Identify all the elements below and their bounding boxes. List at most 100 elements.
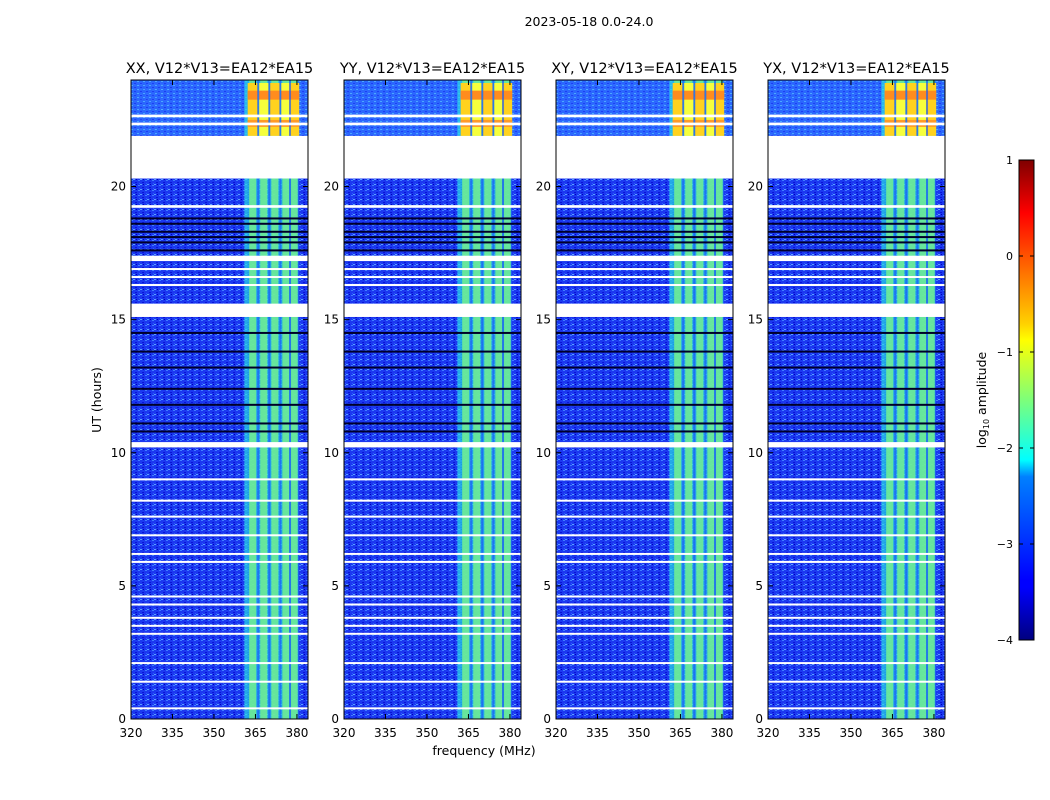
x-tick-label: 380 <box>922 726 945 740</box>
data-gap <box>768 442 945 448</box>
data-gap <box>344 303 521 317</box>
rfi-channel <box>908 80 916 719</box>
rfi-channel-top <box>493 83 504 136</box>
flagged-line <box>131 217 308 220</box>
rfi-gap <box>289 80 292 719</box>
rfi-channel <box>249 80 257 719</box>
y-tick-label: 5 <box>543 579 551 593</box>
y-tick-label: 0 <box>543 712 551 726</box>
rfi-channel-top <box>906 83 917 136</box>
rfi-channel <box>503 80 511 719</box>
data-gap <box>131 303 308 317</box>
y-tick-label: 20 <box>111 180 126 194</box>
rfi-channel-top <box>502 83 513 136</box>
white-line <box>131 478 308 481</box>
rfi-channel-hotspot <box>280 90 291 100</box>
x-tick-label: 320 <box>120 726 143 740</box>
flagged-line <box>131 387 308 390</box>
flagged-line <box>556 366 733 369</box>
rfi-channel-hotspot <box>460 90 471 100</box>
white-line <box>131 552 308 555</box>
white-line <box>131 616 308 619</box>
flagged-line <box>344 331 521 334</box>
colorbar-tick-label: 1 <box>1006 154 1013 167</box>
rfi-channel <box>495 80 503 719</box>
white-line <box>131 680 308 683</box>
x-tick-label: 320 <box>545 726 568 740</box>
flagged-line <box>556 387 733 390</box>
data-gap <box>131 135 308 179</box>
white-line <box>556 662 733 665</box>
y-tick-label: 20 <box>324 180 339 194</box>
rfi-gap <box>492 80 495 719</box>
flagged-line <box>344 422 521 425</box>
rfi-channel <box>260 80 268 719</box>
white-line <box>768 603 945 606</box>
rfi-channel-top <box>482 83 493 136</box>
white-line <box>131 662 308 665</box>
rfi-gap <box>704 80 707 719</box>
rfi-channel-top <box>917 83 928 136</box>
rfi-channel-top <box>895 83 906 136</box>
white-line <box>768 276 945 279</box>
white-line <box>556 515 733 518</box>
rfi-channel-hotspot <box>705 90 716 100</box>
flagged-line <box>768 403 945 406</box>
rfi-channel-top <box>705 83 716 136</box>
white-line <box>768 624 945 627</box>
white-line <box>768 632 945 635</box>
white-line <box>556 552 733 555</box>
rfi-gap <box>894 80 897 719</box>
rfi-gap <box>481 80 484 719</box>
colorbar-tick-label: 0 <box>1006 250 1013 263</box>
y-tick-label: 5 <box>118 579 126 593</box>
colorbar-label-subscript: 10 <box>982 419 991 429</box>
flagged-line <box>768 249 945 252</box>
data-gap <box>344 255 521 262</box>
white-line <box>344 624 521 627</box>
panels-group: XX, V12*V13=EA12*EA15 320 335 350 365 380 0 5 10… <box>111 61 950 740</box>
data-gap <box>344 114 521 118</box>
x-tick-label: 350 <box>203 726 226 740</box>
rfi-channel <box>919 80 927 719</box>
panel-title: YY, V12*V13=EA12*EA15 <box>339 61 525 77</box>
white-line <box>131 268 308 271</box>
flagged-line <box>768 236 945 239</box>
rfi-channel <box>462 80 470 719</box>
white-line <box>556 680 733 683</box>
data-gap <box>556 205 733 208</box>
x-tick-label: 335 <box>798 726 821 740</box>
white-line <box>344 515 521 518</box>
rfi-gap <box>926 80 929 719</box>
colorbar-tick-label: −1 <box>997 346 1013 359</box>
rfi-channel <box>484 80 492 719</box>
white-line <box>768 707 945 710</box>
rfi-channel-top <box>460 83 471 136</box>
rfi-channel-top <box>683 83 694 136</box>
rfi-channel <box>473 80 481 719</box>
white-line <box>344 276 521 279</box>
data-gap <box>131 442 308 448</box>
y-tick-label: 0 <box>755 712 763 726</box>
flagged-line <box>556 350 733 353</box>
data-gap <box>344 442 521 448</box>
rfi-channel-top <box>884 83 895 136</box>
flagged-line <box>768 230 945 233</box>
x-tick-label: 350 <box>416 726 439 740</box>
rfi-channel <box>290 80 298 719</box>
white-line <box>344 662 521 665</box>
x-tick-label: 380 <box>710 726 733 740</box>
rfi-channel-hotspot <box>895 90 906 100</box>
panel-frame <box>130 79 309 720</box>
y-tick-label: 20 <box>748 180 763 194</box>
y-axis-label: UT (hours) <box>89 367 104 433</box>
flagged-line <box>344 241 521 244</box>
panel-2: YY, V12*V13=EA12*EA15 320 335 350 365 380 0 5 10… <box>324 61 525 740</box>
x-tick-label: 320 <box>757 726 780 740</box>
white-line <box>768 552 945 555</box>
rfi-channel-hotspot <box>269 90 280 100</box>
white-line <box>344 680 521 683</box>
white-line <box>344 632 521 635</box>
white-line <box>768 662 945 665</box>
y-tick-label: 15 <box>536 313 551 327</box>
